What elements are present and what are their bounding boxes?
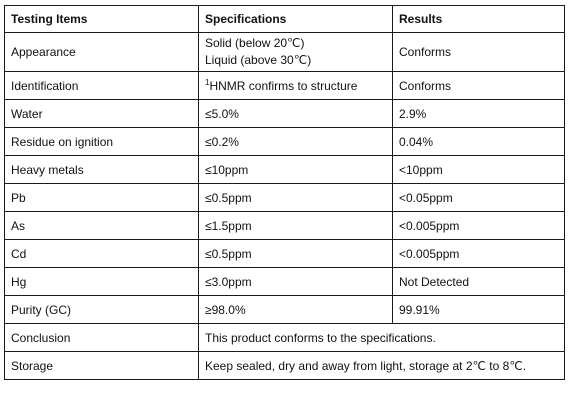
result-cell: 2.9% <box>392 99 565 128</box>
spec-cell: Solid (below 20℃) Liquid (above 30℃) <box>198 32 393 72</box>
result-cell: <10ppm <box>392 155 565 184</box>
table-row: Hg ≤3.0ppm Not Detected <box>4 267 565 296</box>
table-row: Water ≤5.0% 2.9% <box>4 99 565 128</box>
item-cell: Residue on ignition <box>4 127 199 156</box>
result-cell: Conforms <box>392 71 565 100</box>
header-results: Results <box>392 5 565 33</box>
spec-cell: ≤10ppm <box>198 155 393 184</box>
header-specifications: Specifications <box>198 5 393 33</box>
item-cell: Identification <box>4 71 199 100</box>
superscript: 1 <box>205 77 210 87</box>
item-cell: Heavy metals <box>4 155 199 184</box>
header-testing-items: Testing Items <box>4 5 199 33</box>
table-row: Purity (GC) ≥98.0% 99.91% <box>4 295 565 324</box>
table-row: Conclusion This product conforms to the … <box>4 323 565 352</box>
table-row: Residue on ignition ≤0.2% 0.04% <box>4 127 565 156</box>
header-row: Testing Items Specifications Results <box>4 5 565 33</box>
item-cell: Pb <box>4 183 199 212</box>
spec-cell: ≤0.2% <box>198 127 393 156</box>
specifications-table: Testing Items Specifications Results App… <box>4 5 565 380</box>
item-cell: Hg <box>4 267 199 296</box>
spec-cell: ≤5.0% <box>198 99 393 128</box>
result-cell: <0.005ppm <box>392 239 565 268</box>
item-cell: Storage <box>4 351 199 380</box>
spec-cell: 1HNMR confirms to structure <box>198 71 393 100</box>
spec-line: Liquid (above 30℃) <box>205 53 312 67</box>
result-cell: <0.05ppm <box>392 183 565 212</box>
spec-line: Solid (below 20℃) <box>205 36 305 50</box>
spec-cell: ≤3.0ppm <box>198 267 393 296</box>
storage-cell: Keep sealed, dry and away from light, st… <box>198 351 565 380</box>
result-cell: <0.005ppm <box>392 211 565 240</box>
spec-text: HNMR confirms to structure <box>209 78 358 93</box>
spec-cell: ≤0.5ppm <box>198 183 393 212</box>
result-cell: 99.91% <box>392 295 565 324</box>
spec-cell: ≥98.0% <box>198 295 393 324</box>
table-row: Heavy metals ≤10ppm <10ppm <box>4 155 565 184</box>
table-row: Cd ≤0.5ppm <0.005ppm <box>4 239 565 268</box>
item-cell: Cd <box>4 239 199 268</box>
spec-cell: ≤0.5ppm <box>198 239 393 268</box>
item-cell: Purity (GC) <box>4 295 199 324</box>
item-cell: Appearance <box>4 32 199 72</box>
result-cell: 0.04% <box>392 127 565 156</box>
result-cell: Conforms <box>392 32 565 72</box>
spec-cell: ≤1.5ppm <box>198 211 393 240</box>
conclusion-cell: This product conforms to the specificati… <box>198 323 565 352</box>
table-row: Pb ≤0.5ppm <0.05ppm <box>4 183 565 212</box>
item-cell: As <box>4 211 199 240</box>
table-row: Appearance Solid (below 20℃) Liquid (abo… <box>4 32 565 72</box>
table-row: Storage Keep sealed, dry and away from l… <box>4 351 565 380</box>
table-row: Identification 1HNMR confirms to structu… <box>4 71 565 100</box>
result-cell: Not Detected <box>392 267 565 296</box>
item-cell: Conclusion <box>4 323 199 352</box>
table-row: As ≤1.5ppm <0.005ppm <box>4 211 565 240</box>
item-cell: Water <box>4 99 199 128</box>
